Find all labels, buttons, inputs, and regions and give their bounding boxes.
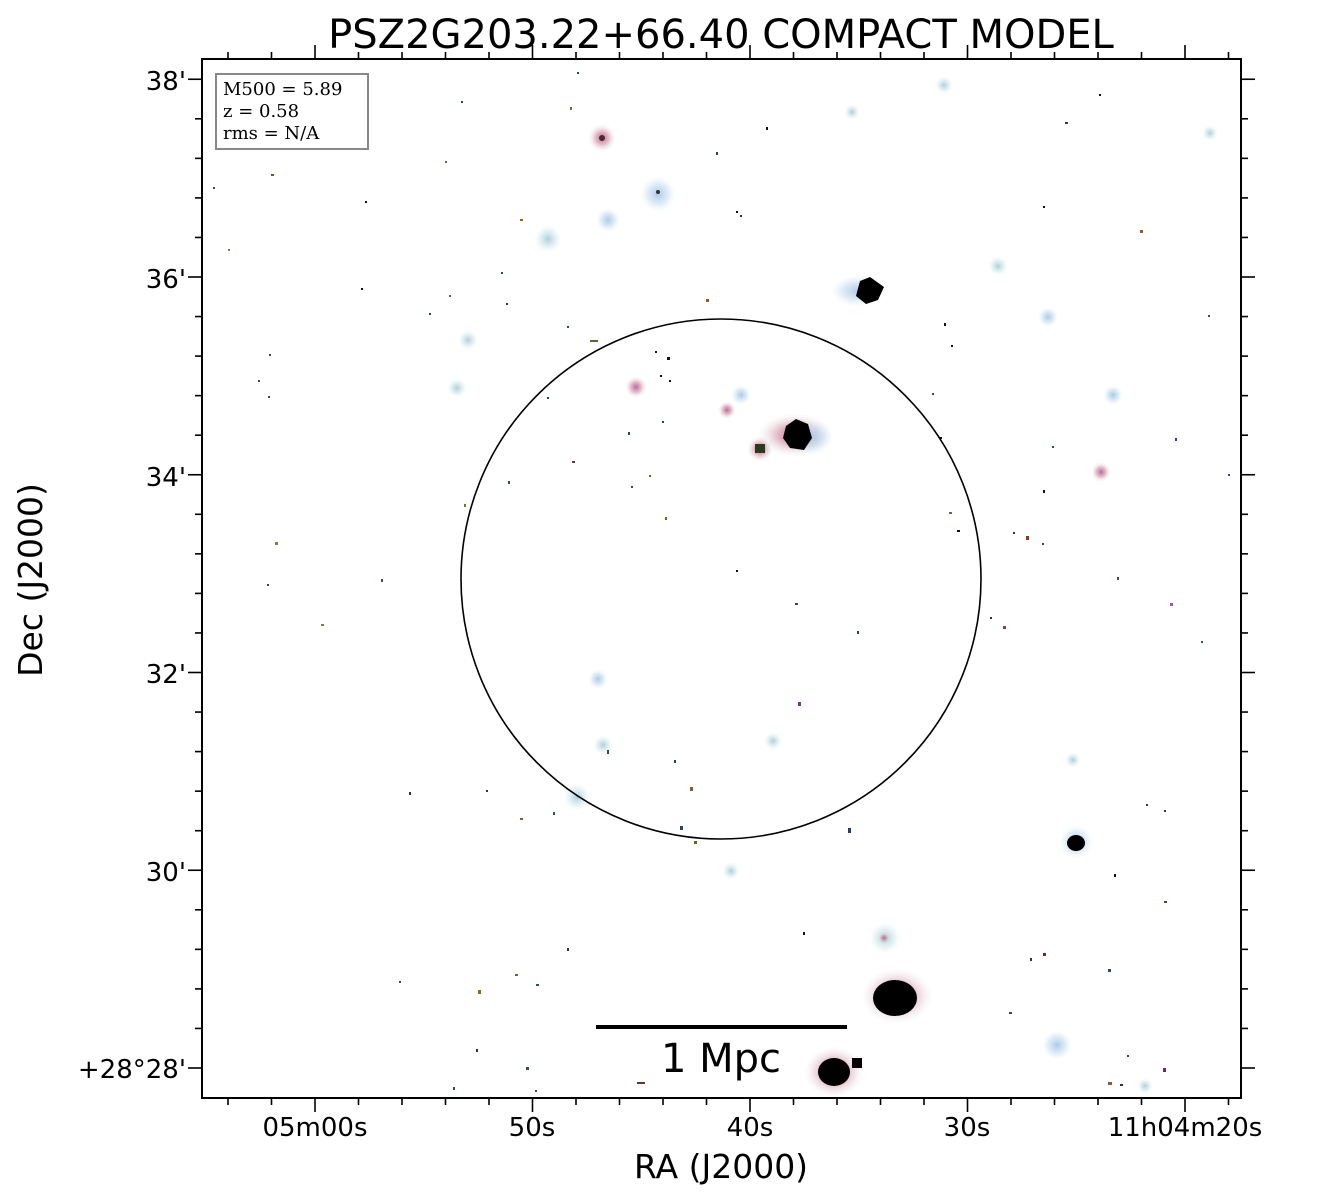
source-blob [830, 275, 886, 307]
y-axis-label: Dec (J2000) [11, 483, 50, 677]
source-blob [1059, 825, 1093, 859]
source-blob [458, 330, 478, 350]
source-blob [1202, 125, 1218, 141]
y-tick-label: +28°28' [78, 1055, 186, 1085]
plot-frame [201, 58, 1242, 1099]
info-mass: M500 = 5.89 [223, 79, 342, 100]
source-blob [1042, 1030, 1072, 1060]
figure-title: PSZ2G203.22+66.40 COMPACT MODEL [328, 12, 1114, 58]
sources-layer [213, 72, 1230, 1098]
x-tick-label: 05m00s [262, 1113, 367, 1143]
source-blob [593, 735, 613, 755]
source-blob [625, 376, 647, 398]
aperture-circle [460, 318, 982, 840]
source-blob [804, 1046, 864, 1098]
source-blob [563, 783, 591, 811]
source-blob [861, 968, 933, 1024]
source-blob [1091, 462, 1111, 482]
info-redshift: z = 0.58 [223, 101, 299, 122]
source-blob [1038, 307, 1058, 327]
y-tick-label: 36' [146, 265, 186, 295]
source-blob [534, 225, 562, 253]
source-blob [718, 401, 736, 419]
source-blob [988, 256, 1008, 276]
y-tick-label: 38' [146, 67, 186, 97]
source-blob [731, 385, 751, 405]
source-blob [588, 124, 616, 152]
tick-marks [188, 45, 1255, 1112]
noise-specks [213, 72, 1230, 1092]
x-tick-label: 11h04m20s [1108, 1113, 1263, 1143]
y-tick-label: 34' [146, 463, 186, 493]
x-tick-label: 50s [509, 1113, 556, 1143]
source-blob [747, 436, 773, 462]
y-tick-label: 30' [146, 858, 186, 888]
y-tick-label: 32' [146, 660, 186, 690]
source-blob [757, 413, 834, 457]
info-rms: rms = N/A [223, 123, 320, 144]
info-box: M500 = 5.89 z = 0.58 rms = N/A [215, 73, 369, 150]
source-blob [596, 208, 620, 232]
source-blob [447, 378, 467, 398]
scale-bar-label: 1 Mpc [661, 1036, 781, 1082]
source-blob [869, 922, 901, 954]
x-axis-label: RA (J2000) [634, 1147, 808, 1186]
source-blob [722, 862, 740, 880]
source-blob [935, 76, 953, 94]
source-blob [844, 104, 860, 120]
source-blob [1065, 752, 1081, 768]
x-tick-label: 40s [727, 1113, 774, 1143]
x-tick-label: 30s [944, 1113, 991, 1143]
source-blob [588, 669, 608, 689]
source-blob [1137, 1078, 1153, 1094]
scale-bar: 1 Mpc [596, 1025, 847, 1082]
source-blob [1103, 385, 1123, 405]
image-area [202, 59, 1241, 1098]
source-blob [640, 176, 676, 212]
source-blob [764, 732, 782, 750]
